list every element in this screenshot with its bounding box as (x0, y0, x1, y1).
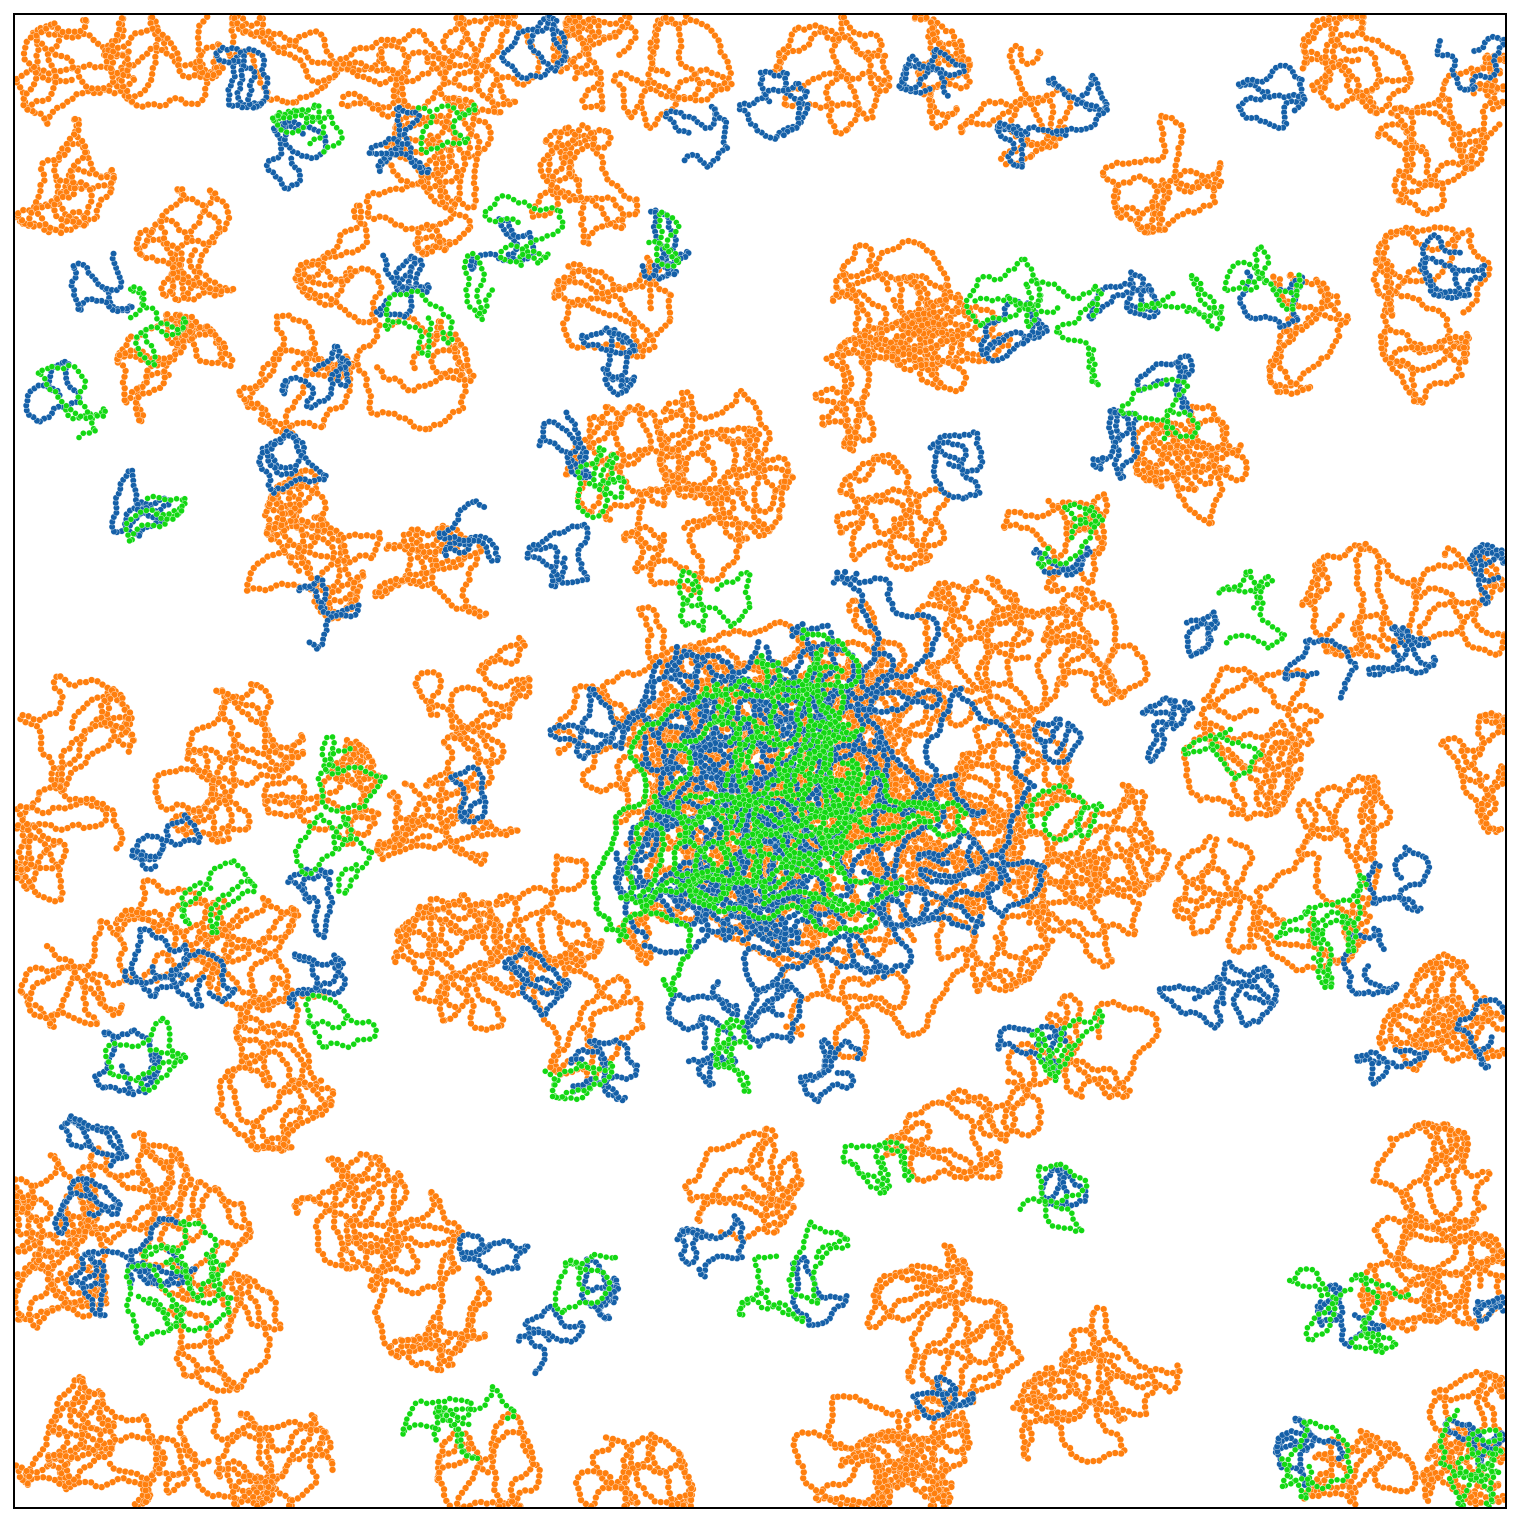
simulation-canvas (15, 15, 1505, 1507)
simulation-box (13, 13, 1507, 1509)
